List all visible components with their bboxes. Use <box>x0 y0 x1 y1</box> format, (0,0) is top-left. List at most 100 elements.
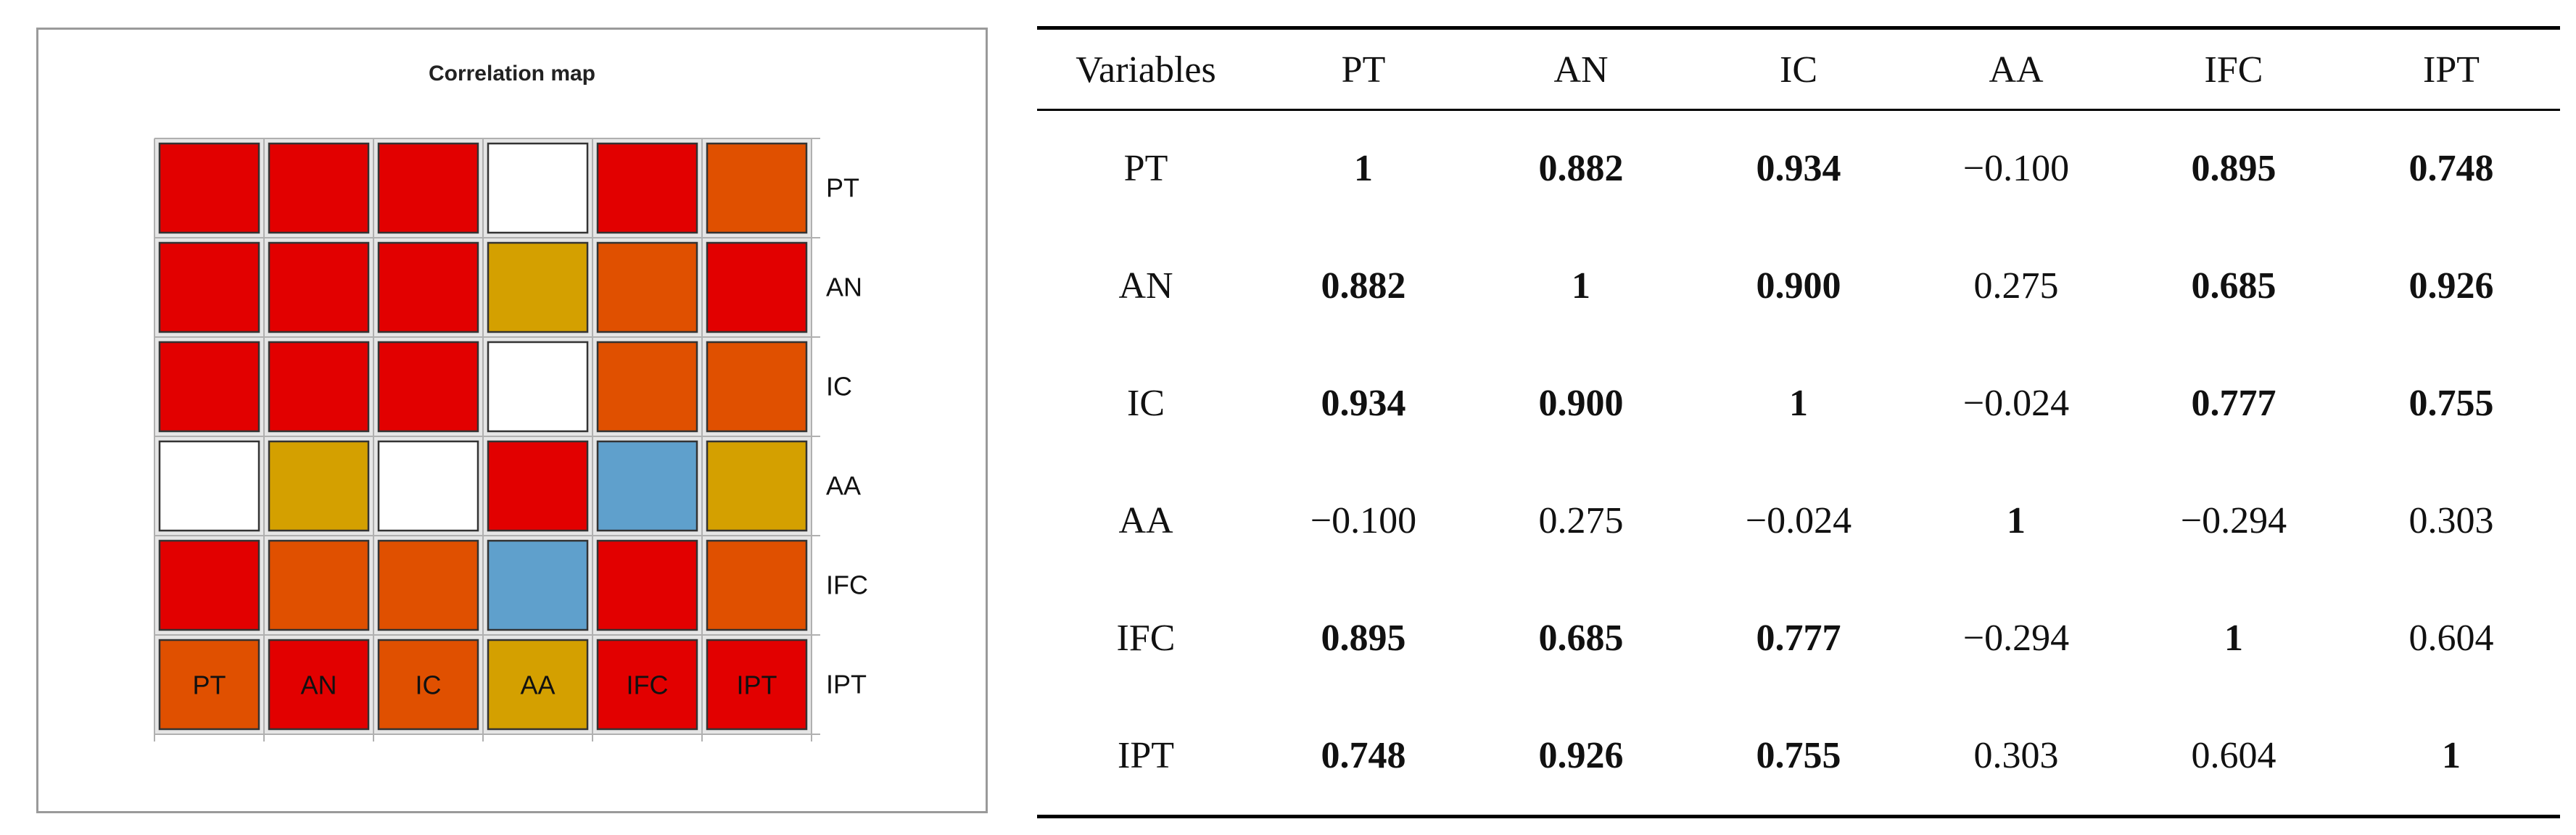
correlation-heatmap: PT AN IC AA IFC IPT PT AN IC AA IFC IPT <box>154 138 868 741</box>
row-label-pt: PT <box>826 173 859 203</box>
heatmap-cell-an-aa <box>487 241 589 333</box>
heatmap-cell-pt-ipt <box>706 142 808 234</box>
heatmap-cell-pt-ifc <box>596 142 698 234</box>
table-cell-aa-an: 0.275 <box>1538 499 1624 541</box>
table-cell-ic-an: 0.900 <box>1538 382 1624 424</box>
header-aa: AA <box>1989 49 2044 91</box>
heatmap-cell-ic-ic <box>377 341 479 433</box>
table-cell-ipt-ic: 0.755 <box>1756 734 1841 776</box>
row-label-aa: AA <box>1118 499 1173 541</box>
table-cell-pt-ifc: 0.895 <box>2191 147 2276 189</box>
table-cell-ipt-an: 0.926 <box>1538 734 1624 776</box>
heatmap-cell-ic-aa <box>487 341 589 433</box>
correlation-table-panel: Variables PT AN IC AA IFC IPT PT 1 0.882 0.… <box>1037 0 2560 835</box>
heatmap-cell-ic-ifc <box>596 341 698 433</box>
header-variables: Variables <box>1076 49 1216 91</box>
heatmap-cell-ifc-ifc <box>596 539 698 631</box>
table-bottom-rule <box>1037 815 2560 818</box>
header-an: AN <box>1553 49 1609 91</box>
table-cell-ipt-aa: 0.303 <box>1973 734 2059 776</box>
table-cell-ipt-ifc: 0.604 <box>2191 734 2276 776</box>
table-cell-pt-ipt: 0.748 <box>2408 147 2494 189</box>
heatmap-cell-pt-ic <box>377 142 479 234</box>
table-cell-aa-ipt: 0.303 <box>2408 499 2494 541</box>
table-row: AN 0.882 1 0.900 0.275 0.685 0.926 <box>1037 227 2560 344</box>
heatmap-cell-an-ipt <box>706 241 808 333</box>
heatmap-cell-ipt-an <box>268 639 370 731</box>
table-cell-ipt-pt: 0.748 <box>1321 734 1406 776</box>
column-label-ipt: IPT <box>736 670 777 700</box>
table-cell-ic-ipt: 0.755 <box>2408 382 2494 424</box>
table-cell-ipt-ipt: 1 <box>2442 734 2461 776</box>
row-label-pt: PT <box>1123 147 1168 189</box>
table-cell-ifc-ipt: 0.604 <box>2408 617 2494 659</box>
table-row: PT 1 0.882 0.934 −0.100 0.895 0.748 <box>1037 109 2560 227</box>
table-header-rule <box>1037 109 2560 111</box>
heatmap-cell-aa-aa <box>487 440 589 532</box>
row-label-ipt: IPT <box>826 670 867 699</box>
header-ipt: IPT <box>2423 49 2480 91</box>
table-cell-an-pt: 0.882 <box>1321 265 1406 307</box>
column-label-ifc: IFC <box>627 670 669 700</box>
table-cell-an-aa: 0.275 <box>1973 265 2059 307</box>
heatmap-cell-ifc-aa <box>487 539 589 631</box>
column-label-an: AN <box>300 670 337 700</box>
table-top-rule <box>1037 26 2560 30</box>
header-ifc: IFC <box>2204 49 2263 91</box>
heatmap-cell-pt-pt <box>158 142 260 234</box>
row-label-an: AN <box>1118 265 1173 307</box>
table-cell-ic-ifc: 0.777 <box>2191 382 2276 424</box>
heatmap-cell-ifc-ic <box>377 539 479 631</box>
table-cell-an-an: 1 <box>1572 265 1590 307</box>
table-cell-ic-ic: 1 <box>1789 382 1808 424</box>
heatmap-cell-ipt-pt <box>158 639 260 731</box>
heatmap-cell-an-pt <box>158 241 260 333</box>
heatmap-cell-an-ifc <box>596 241 698 333</box>
heatmap-cell-ipt-ifc <box>596 639 698 731</box>
table-row: IC 0.934 0.900 1 −0.024 0.777 0.755 <box>1037 344 2560 462</box>
table-row: IPT 0.748 0.926 0.755 0.303 0.604 1 <box>1037 697 2560 814</box>
heatmap-cell-ifc-pt <box>158 539 260 631</box>
heatmap-cell-pt-aa <box>487 142 589 234</box>
column-label-ic: IC <box>416 670 442 700</box>
table-cell-an-ic: 0.900 <box>1756 265 1841 307</box>
heatmap-cell-aa-ifc <box>596 440 698 532</box>
row-label-an: AN <box>826 273 862 302</box>
table-cell-ifc-aa: −0.294 <box>1962 617 2070 659</box>
heatmap-cell-aa-ic <box>377 440 479 532</box>
table-cell-pt-aa: −0.100 <box>1962 147 2070 189</box>
heatmap-cell-aa-pt <box>158 440 260 532</box>
table-cell-pt-pt: 1 <box>1354 147 1373 189</box>
table-row: AA −0.100 0.275 −0.024 1 −0.294 0.303 <box>1037 462 2560 579</box>
chart-title: Correlation map <box>428 62 596 86</box>
table-body: PT 1 0.882 0.934 −0.100 0.895 0.748 AN 0.882 1 0.9… <box>1037 109 2560 814</box>
table-cell-ifc-ic: 0.777 <box>1756 617 1841 659</box>
heatmap-cell-ic-pt <box>158 341 260 433</box>
table-cell-ic-pt: 0.934 <box>1321 382 1406 424</box>
table-cell-an-ipt: 0.926 <box>2408 265 2494 307</box>
table-cell-pt-ic: 0.934 <box>1756 147 1841 189</box>
heatmap-cell-ifc-ipt <box>706 539 808 631</box>
header-ic: IC <box>1780 49 1817 91</box>
row-label-ifc: IFC <box>1116 617 1176 659</box>
heatmap-cell-pt-an <box>268 142 370 234</box>
row-label-ic: IC <box>826 372 852 402</box>
heatmap-cell-ipt-ipt <box>706 639 808 731</box>
table-cell-aa-pt: −0.100 <box>1310 499 1417 541</box>
heatmap-cell-ipt-aa <box>487 639 589 731</box>
heatmap-cell-an-ic <box>377 241 479 333</box>
row-label-aa: AA <box>826 471 861 501</box>
heatmap-cell-aa-ipt <box>706 440 808 532</box>
table-cell-ifc-ifc: 1 <box>2224 617 2243 659</box>
heatmap-cell-an-an <box>268 241 370 333</box>
table-cell-pt-an: 0.882 <box>1538 147 1624 189</box>
row-label-ipt: IPT <box>1118 734 1174 776</box>
heatmap-cell-ipt-ic <box>377 639 479 731</box>
correlation-map-panel: Correlation map PT AN IC AA IFC IPT PT AN IC AA IF… <box>36 28 988 813</box>
table-cell-ifc-an: 0.685 <box>1538 617 1624 659</box>
heatmap-cell-ic-an <box>268 341 370 433</box>
table-cell-aa-ifc: −0.294 <box>2180 499 2287 541</box>
correlation-table: Variables PT AN IC AA IFC IPT PT 1 0.882 0.… <box>1037 30 2560 814</box>
header-pt: PT <box>1341 49 1386 91</box>
table-cell-ifc-pt: 0.895 <box>1321 617 1406 659</box>
